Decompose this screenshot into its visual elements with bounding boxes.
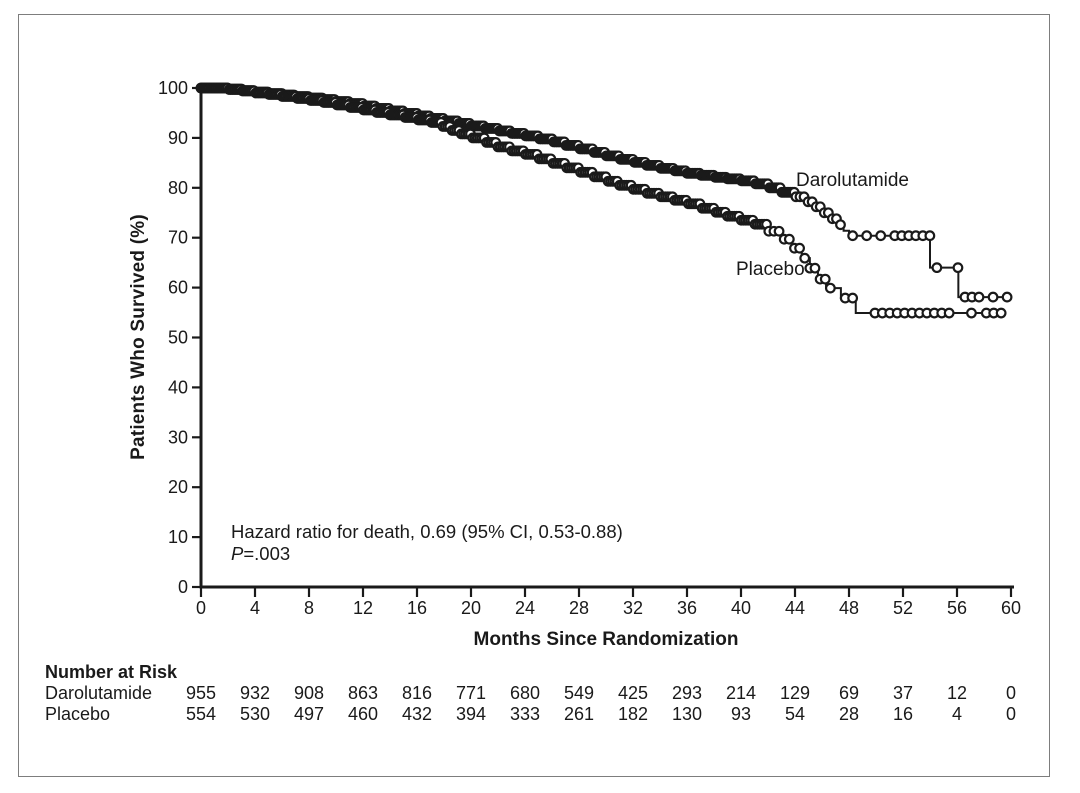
risk-value: 549 — [563, 683, 595, 703]
svg-text:0: 0 — [178, 577, 188, 597]
risk-value: 425 — [617, 683, 649, 703]
svg-text:44: 44 — [785, 598, 805, 618]
svg-text:10: 10 — [168, 527, 188, 547]
risk-value: 554 — [185, 704, 217, 724]
risk-value: 530 — [239, 704, 271, 724]
risk-value: 16 — [892, 704, 914, 724]
svg-text:40: 40 — [168, 377, 188, 397]
risk-value: 0 — [1005, 683, 1016, 703]
risk-value: 908 — [293, 683, 325, 703]
risk-value: 497 — [293, 704, 325, 724]
risk-value: 214 — [725, 683, 757, 703]
svg-text:50: 50 — [168, 328, 188, 348]
svg-text:24: 24 — [515, 598, 535, 618]
svg-text:36: 36 — [677, 598, 697, 618]
svg-text:30: 30 — [168, 427, 188, 447]
x-axis-title: Months Since Randomization — [473, 629, 739, 650]
risk-row-label-darolutamide: Darolutamide — [45, 683, 153, 703]
curve-label-darolutamide: Darolutamide — [796, 170, 909, 191]
placebo-curve — [201, 87, 1006, 315]
y-axis-title: Patients Who Survived (%) — [128, 214, 149, 460]
svg-text:90: 90 — [168, 128, 188, 148]
risk-value: 28 — [838, 704, 860, 724]
svg-text:70: 70 — [168, 228, 188, 248]
svg-text:80: 80 — [168, 178, 188, 198]
risk-value: 955 — [185, 683, 217, 703]
risk-value: 182 — [617, 704, 649, 724]
svg-text:52: 52 — [893, 598, 913, 618]
risk-value: 93 — [730, 704, 752, 724]
risk-table-title: Number at Risk — [45, 662, 178, 682]
svg-text:20: 20 — [461, 598, 481, 618]
risk-value: 863 — [347, 683, 379, 703]
svg-text:28: 28 — [569, 598, 589, 618]
svg-text:8: 8 — [304, 598, 314, 618]
p-symbol: P — [231, 543, 244, 564]
risk-value: 932 — [239, 683, 271, 703]
risk-value: 54 — [784, 704, 806, 724]
risk-value: 4 — [951, 704, 962, 724]
risk-value: 293 — [671, 683, 703, 703]
curve-label-placebo: Placebo — [736, 259, 805, 280]
risk-value: 12 — [946, 683, 968, 703]
svg-text:60: 60 — [168, 278, 188, 298]
risk-row-label-placebo: Placebo — [45, 704, 111, 724]
risk-value: 37 — [892, 683, 914, 703]
risk-value: 69 — [838, 683, 860, 703]
p-value: =.003 — [243, 543, 291, 564]
p-value-annotation: P=.003 — [231, 543, 290, 565]
svg-text:0: 0 — [196, 598, 206, 618]
figure-border — [18, 14, 1050, 777]
risk-value: 261 — [563, 704, 595, 724]
darolutamide-curve — [201, 87, 1009, 299]
svg-text:40: 40 — [731, 598, 751, 618]
risk-value: 460 — [347, 704, 379, 724]
risk-value: 771 — [455, 683, 487, 703]
svg-text:12: 12 — [353, 598, 373, 618]
svg-text:4: 4 — [250, 598, 260, 618]
risk-value: 394 — [455, 704, 487, 724]
risk-value: 432 — [401, 704, 433, 724]
svg-text:48: 48 — [839, 598, 859, 618]
risk-value: 0 — [1005, 704, 1016, 724]
svg-text:16: 16 — [407, 598, 427, 618]
svg-text:60: 60 — [1001, 598, 1021, 618]
risk-value: 333 — [509, 704, 541, 724]
svg-text:100: 100 — [158, 78, 188, 98]
svg-text:56: 56 — [947, 598, 967, 618]
svg-text:20: 20 — [168, 477, 188, 497]
svg-text:32: 32 — [623, 598, 643, 618]
risk-value: 816 — [401, 683, 433, 703]
hazard-ratio-annotation: Hazard ratio for death, 0.69 (95% CI, 0.… — [231, 521, 623, 542]
risk-value: 129 — [779, 683, 811, 703]
risk-value: 130 — [671, 704, 703, 724]
risk-value: 680 — [509, 683, 541, 703]
